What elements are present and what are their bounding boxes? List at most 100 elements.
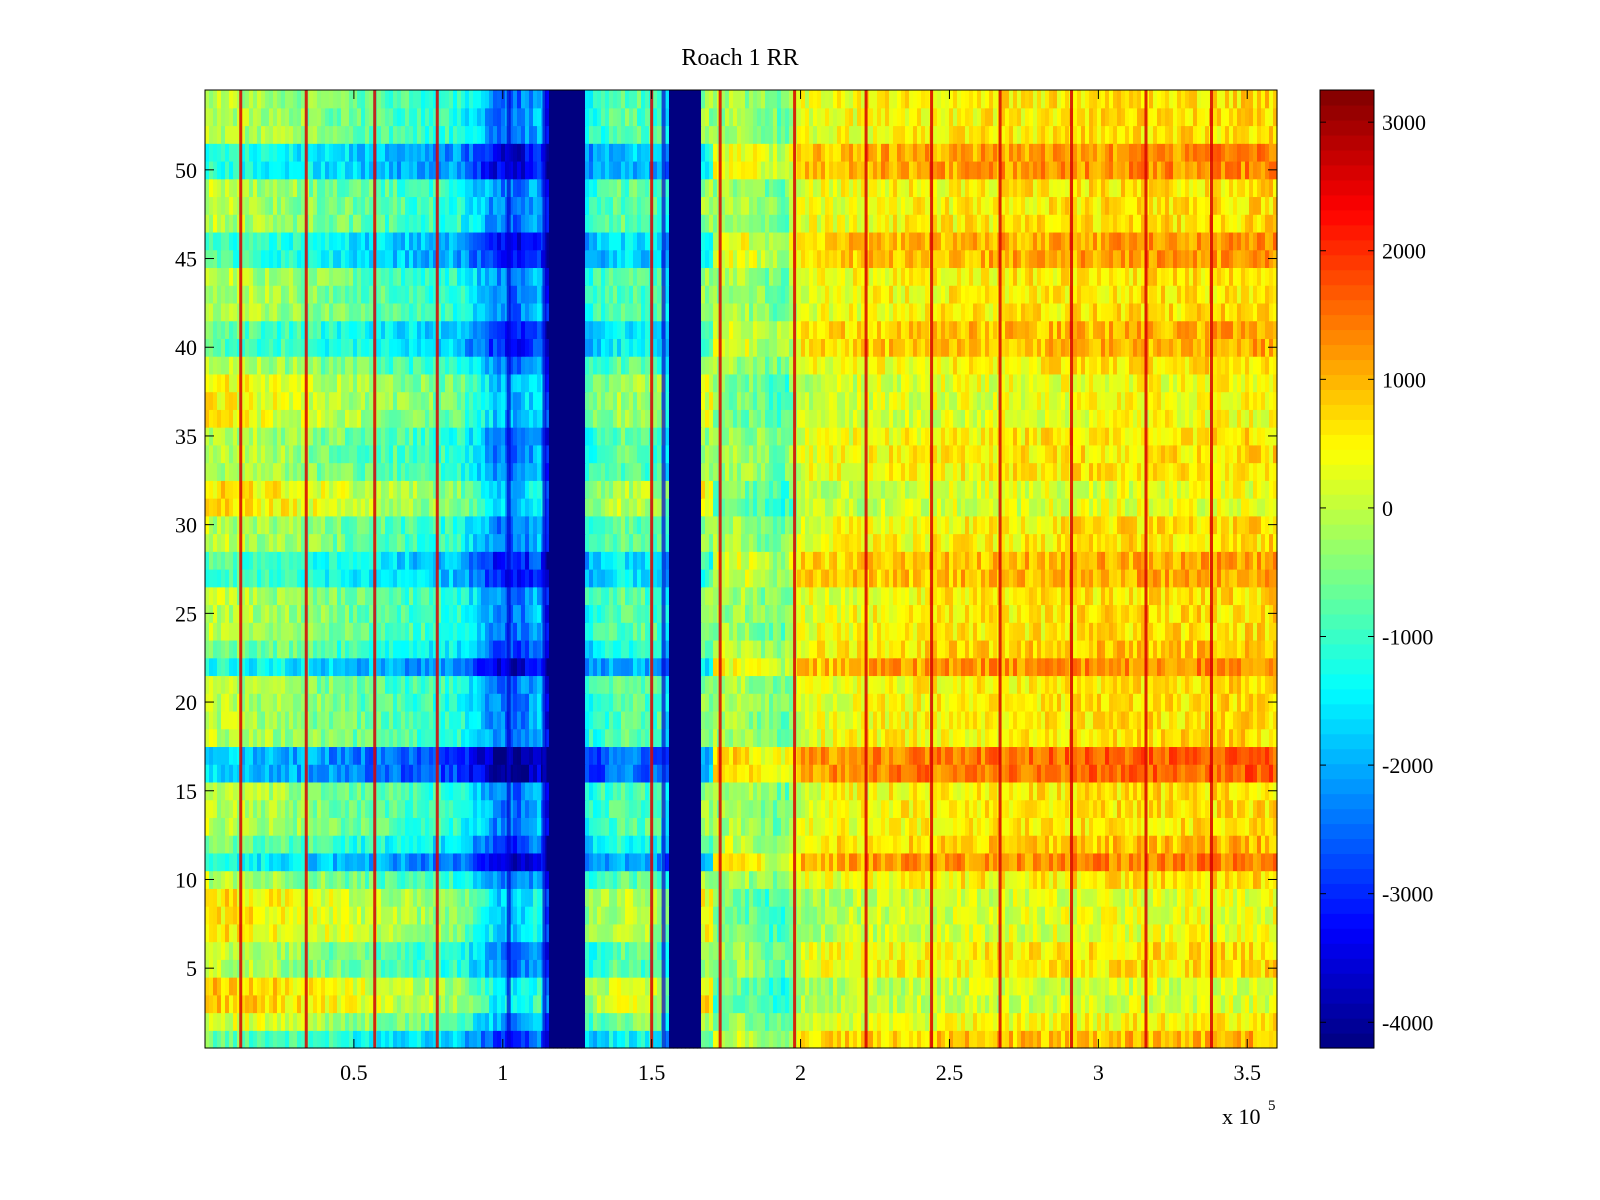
heatmap-cell [1265,817,1270,836]
heatmap-cell [385,1030,390,1049]
heatmap-cell [569,977,574,996]
heatmap-cell [229,1012,234,1031]
heatmap-cell [1117,817,1122,836]
heatmap-cell [721,852,726,872]
heatmap-cell [1097,746,1102,765]
heatmap-cell [737,1030,742,1049]
heatmap-cell [845,923,850,943]
heatmap-cell [1225,764,1230,783]
heatmap-cell [925,994,930,1014]
heatmap-cell [621,994,626,1014]
heatmap-cell [445,906,450,925]
heatmap-cell [537,994,542,1014]
heatmap-cell [1181,746,1186,765]
heatmap-cell [957,959,962,978]
heatmap-cell [205,764,210,783]
heatmap-cell [1177,977,1182,996]
heatmap-cell [1141,977,1146,996]
heatmap-cell [281,746,286,765]
heatmap-cell [833,710,838,730]
heatmap-cell [389,994,394,1014]
heatmap-cell [1269,923,1274,943]
heatmap-cell [217,1030,222,1049]
heatmap-cell [1045,870,1050,889]
heatmap-cell [309,852,314,872]
heatmap-cell [573,799,578,818]
heatmap-cell [445,835,450,854]
heatmap-cell [297,835,302,854]
heatmap-cell [1241,977,1246,996]
heatmap-cell [629,728,634,748]
heatmap-cell [437,977,442,996]
heatmap-cell [949,1030,954,1049]
heatmap-cell [241,959,246,978]
heatmap-cell [461,764,466,783]
heatmap-cell [897,764,902,783]
heatmap-cell [389,870,394,889]
heatmap-cell [1065,906,1070,925]
heatmap-cell [289,870,294,889]
heatmap-cell [1121,746,1126,765]
heatmap-cell [1205,870,1210,889]
heatmap-cell [257,870,262,889]
heatmap-cell [545,994,550,1014]
heatmap-cell [845,852,850,872]
heatmap-cell [1117,781,1122,801]
heatmap-cell [449,852,454,872]
heatmap-cell [797,781,802,801]
heatmap-cell [1185,835,1190,854]
heatmap-cell [645,728,650,748]
heatmap-cell [473,977,478,996]
heatmap-cell [1013,835,1018,854]
heatmap-cell [1009,835,1014,854]
heatmap-cell [1201,994,1206,1014]
heatmap-cell [425,1012,430,1031]
heatmap-cell [669,746,674,765]
heatmap-cell [381,870,386,889]
heatmap-cell [1041,870,1046,889]
heatmap-cell [1221,994,1226,1014]
heatmap-cell [261,835,266,854]
heatmap-cell [1189,835,1194,854]
heatmap-cell [597,906,602,925]
heatmap-cell [857,781,862,801]
heatmap-cell [1177,888,1182,907]
heatmap-cell [1081,994,1086,1014]
heatmap-cell [1025,1012,1030,1031]
heatmap-cell [761,764,766,783]
heatmap-cell [1121,870,1126,889]
heatmap-cell [969,764,974,783]
heatmap-cell [213,1012,218,1031]
heatmap-cell [773,1030,778,1049]
heatmap-cell [849,728,854,748]
heatmap-cell [833,1012,838,1031]
heatmap-cell [697,781,702,801]
heatmap-cell [217,941,222,960]
heatmap-cell [881,728,886,748]
heatmap-cell [1013,746,1018,765]
heatmap-cell [769,728,774,748]
heatmap-cell [345,959,350,978]
heatmap-cell [1173,1030,1178,1049]
heatmap-cell [593,977,598,996]
heatmap-cell [1129,977,1134,996]
heatmap-cell [1229,835,1234,854]
heatmap-cell [329,994,334,1014]
heatmap-cell [937,728,942,748]
heatmap-cell [277,1030,282,1049]
heatmap-cell [665,1012,670,1031]
heatmap-cell [897,994,902,1014]
heatmap-cell [833,941,838,960]
heatmap-cell [1237,959,1242,978]
heatmap-cell [245,728,250,748]
heatmap-cell [749,906,754,925]
heatmap-cell [733,710,738,730]
heatmap-cell [645,1012,650,1031]
heatmap-cell [433,746,438,765]
heatmap-cell [889,746,894,765]
heatmap-cell [337,746,342,765]
heatmap-cell [353,1030,358,1049]
heatmap-cell [1121,959,1126,978]
heatmap-cell [845,817,850,836]
heatmap-cell [1021,746,1026,765]
